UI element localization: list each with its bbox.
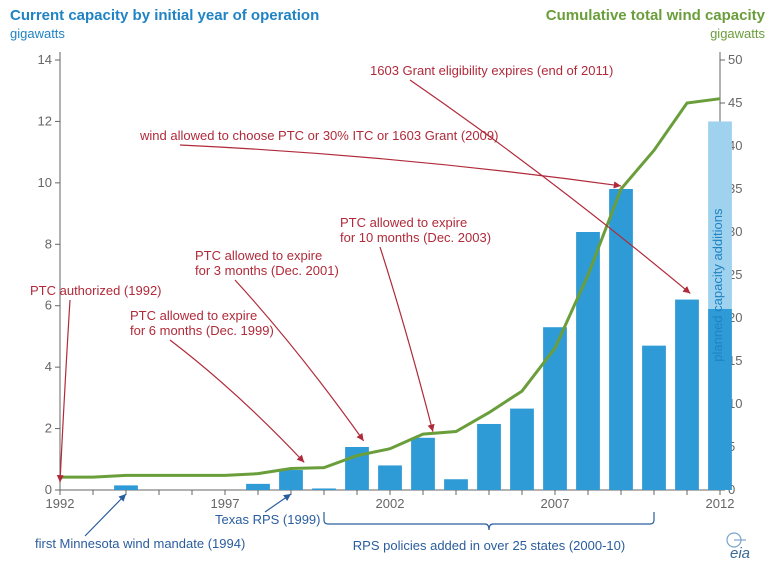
y-left-tick-label: 10 [38, 175, 52, 190]
annotation-ptc-exp-6: for 6 months (Dec. 1999) [130, 323, 274, 338]
y-right-tick-label: 50 [728, 52, 742, 67]
annotation-arrow-wind-choose [180, 145, 621, 186]
title-right: Cumulative total wind capacity [546, 7, 766, 24]
bar [246, 484, 270, 490]
y-left-tick-label: 6 [45, 298, 52, 313]
annotation-ptc-exp-10: PTC allowed to expire [340, 215, 467, 230]
annotation-arrow-grant-exp [410, 80, 690, 293]
bar [114, 485, 138, 490]
x-tick-label: 1992 [46, 496, 75, 511]
y-left-tick-label: 2 [45, 421, 52, 436]
annotation-arrow-ptc-auth [60, 300, 70, 482]
y-right-tick-label: 45 [728, 95, 742, 110]
bar [642, 346, 666, 490]
bar [477, 424, 501, 490]
planned-capacity-label: planned capacity additions [710, 208, 725, 362]
y-left-tick-label: 14 [38, 52, 52, 67]
annotation-arrow-mn-mandate [85, 494, 126, 536]
rps-brace-label: RPS policies added in over 25 states (20… [353, 538, 625, 553]
bar [378, 465, 402, 490]
eia-logo-text: eia [730, 545, 750, 562]
annotation-arrow-ptc-exp-10 [380, 247, 433, 432]
annotation-arrow-ptc-exp-6 [170, 340, 304, 462]
x-tick-label: 2002 [376, 496, 405, 511]
unit-left: gigawatts [10, 26, 65, 41]
chart-svg: Current capacity by initial year of oper… [0, 0, 775, 575]
annotation-ptc-exp-10: for 10 months (Dec. 2003) [340, 230, 491, 245]
y-left-tick-label: 12 [38, 113, 52, 128]
bar [279, 470, 303, 490]
annotation-ptc-auth: PTC authorized (1992) [30, 283, 162, 298]
annotation-wind-choose: wind allowed to choose PTC or 30% ITC or… [139, 128, 498, 143]
y-left-tick-label: 4 [45, 359, 52, 374]
rps-brace [324, 512, 654, 530]
annotation-tx-rps: Texas RPS (1999) [215, 512, 321, 527]
bar [576, 232, 600, 490]
annotation-ptc-exp-3: for 3 months (Dec. 2001) [195, 263, 339, 278]
annotation-ptc-exp-6: PTC allowed to expire [130, 308, 257, 323]
annotation-arrow-ptc-exp-3 [235, 280, 364, 441]
y-left-tick-label: 0 [45, 482, 52, 497]
unit-right: gigawatts [710, 26, 765, 41]
x-tick-label: 2012 [706, 496, 735, 511]
annotation-mn-mandate: first Minnesota wind mandate (1994) [35, 536, 245, 551]
annotation-grant-exp: 1603 Grant eligibility expires (end of 2… [370, 63, 613, 78]
title-left: Current capacity by initial year of oper… [10, 7, 319, 24]
y-left-tick-label: 8 [45, 236, 52, 251]
bar [312, 488, 336, 490]
wind-capacity-chart: Current capacity by initial year of oper… [0, 0, 775, 575]
bar [411, 438, 435, 490]
bar [510, 409, 534, 490]
bar [609, 189, 633, 490]
x-tick-label: 1997 [211, 496, 240, 511]
annotation-ptc-exp-3: PTC allowed to expire [195, 248, 322, 263]
x-tick-label: 2007 [541, 496, 570, 511]
bar [675, 300, 699, 490]
bar [444, 479, 468, 490]
bar [543, 327, 567, 490]
annotation-arrow-tx-rps [265, 494, 291, 512]
